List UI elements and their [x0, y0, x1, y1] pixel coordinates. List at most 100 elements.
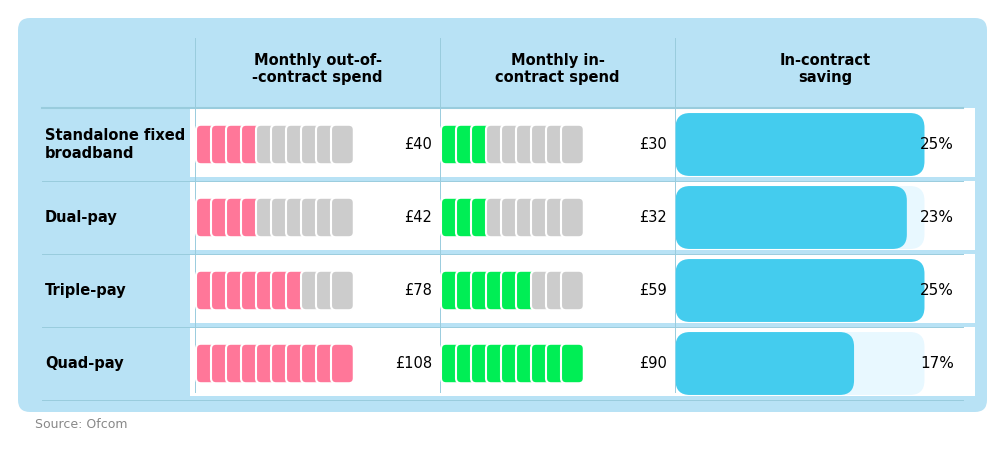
FancyBboxPatch shape [190, 181, 975, 250]
Text: 25%: 25% [920, 283, 954, 298]
Text: Monthly in-
contract spend: Monthly in- contract spend [495, 53, 620, 85]
FancyBboxPatch shape [271, 125, 294, 164]
FancyBboxPatch shape [441, 344, 464, 383]
FancyBboxPatch shape [441, 125, 464, 164]
FancyBboxPatch shape [531, 198, 554, 237]
FancyBboxPatch shape [271, 271, 294, 310]
FancyBboxPatch shape [501, 198, 524, 237]
Text: 23%: 23% [920, 210, 954, 225]
FancyBboxPatch shape [301, 344, 324, 383]
FancyBboxPatch shape [271, 344, 294, 383]
FancyBboxPatch shape [226, 271, 249, 310]
FancyBboxPatch shape [531, 344, 554, 383]
FancyBboxPatch shape [456, 198, 479, 237]
FancyBboxPatch shape [516, 344, 539, 383]
FancyBboxPatch shape [190, 327, 975, 396]
FancyBboxPatch shape [471, 271, 494, 310]
FancyBboxPatch shape [331, 344, 354, 383]
Text: £108: £108 [395, 356, 432, 371]
FancyBboxPatch shape [331, 198, 354, 237]
FancyBboxPatch shape [561, 344, 584, 383]
FancyBboxPatch shape [256, 271, 279, 310]
FancyBboxPatch shape [211, 125, 234, 164]
FancyBboxPatch shape [256, 125, 279, 164]
FancyBboxPatch shape [471, 198, 494, 237]
FancyBboxPatch shape [561, 271, 584, 310]
FancyBboxPatch shape [486, 271, 509, 310]
FancyBboxPatch shape [241, 271, 264, 310]
FancyBboxPatch shape [190, 254, 975, 323]
FancyBboxPatch shape [486, 198, 509, 237]
FancyBboxPatch shape [226, 125, 249, 164]
FancyBboxPatch shape [676, 259, 924, 322]
FancyBboxPatch shape [441, 198, 464, 237]
FancyBboxPatch shape [471, 344, 494, 383]
FancyBboxPatch shape [211, 344, 234, 383]
Text: £59: £59 [639, 283, 667, 298]
FancyBboxPatch shape [561, 198, 584, 237]
FancyBboxPatch shape [676, 332, 854, 395]
FancyBboxPatch shape [241, 125, 264, 164]
FancyBboxPatch shape [501, 271, 524, 310]
FancyBboxPatch shape [501, 344, 524, 383]
FancyBboxPatch shape [516, 271, 539, 310]
Text: Source: Ofcom: Source: Ofcom [35, 418, 128, 432]
FancyBboxPatch shape [331, 271, 354, 310]
FancyBboxPatch shape [676, 113, 924, 176]
Text: £30: £30 [639, 137, 667, 152]
Text: Triple-pay: Triple-pay [45, 283, 127, 298]
Text: Monthly out-of-
-contract spend: Monthly out-of- -contract spend [252, 53, 383, 85]
FancyBboxPatch shape [471, 125, 494, 164]
FancyBboxPatch shape [486, 125, 509, 164]
Text: £78: £78 [404, 283, 432, 298]
FancyBboxPatch shape [190, 108, 975, 177]
FancyBboxPatch shape [286, 125, 309, 164]
Text: £90: £90 [639, 356, 667, 371]
FancyBboxPatch shape [226, 344, 249, 383]
FancyBboxPatch shape [241, 344, 264, 383]
FancyBboxPatch shape [331, 125, 354, 164]
FancyBboxPatch shape [286, 271, 309, 310]
Text: £42: £42 [404, 210, 432, 225]
FancyBboxPatch shape [531, 125, 554, 164]
FancyBboxPatch shape [241, 198, 264, 237]
FancyBboxPatch shape [501, 125, 524, 164]
FancyBboxPatch shape [456, 271, 479, 310]
FancyBboxPatch shape [546, 125, 569, 164]
FancyBboxPatch shape [301, 125, 324, 164]
Text: £40: £40 [404, 137, 432, 152]
FancyBboxPatch shape [456, 344, 479, 383]
FancyBboxPatch shape [256, 198, 279, 237]
FancyBboxPatch shape [226, 198, 249, 237]
Text: Standalone fixed
broadband: Standalone fixed broadband [45, 128, 185, 161]
FancyBboxPatch shape [546, 198, 569, 237]
Text: Dual-pay: Dual-pay [45, 210, 118, 225]
FancyBboxPatch shape [676, 259, 924, 322]
FancyBboxPatch shape [316, 198, 339, 237]
Text: 25%: 25% [920, 137, 954, 152]
FancyBboxPatch shape [211, 198, 234, 237]
FancyBboxPatch shape [316, 125, 339, 164]
FancyBboxPatch shape [196, 271, 219, 310]
FancyBboxPatch shape [546, 344, 569, 383]
FancyBboxPatch shape [256, 344, 279, 383]
FancyBboxPatch shape [441, 271, 464, 310]
FancyBboxPatch shape [561, 125, 584, 164]
Text: Quad-pay: Quad-pay [45, 356, 124, 371]
FancyBboxPatch shape [676, 332, 924, 395]
Text: 17%: 17% [920, 356, 954, 371]
FancyBboxPatch shape [531, 271, 554, 310]
FancyBboxPatch shape [286, 344, 309, 383]
FancyBboxPatch shape [676, 186, 907, 249]
FancyBboxPatch shape [196, 125, 219, 164]
FancyBboxPatch shape [271, 198, 294, 237]
FancyBboxPatch shape [486, 344, 509, 383]
FancyBboxPatch shape [196, 198, 219, 237]
FancyBboxPatch shape [456, 125, 479, 164]
FancyBboxPatch shape [286, 198, 309, 237]
FancyBboxPatch shape [516, 125, 539, 164]
FancyBboxPatch shape [196, 344, 219, 383]
FancyBboxPatch shape [18, 18, 987, 412]
FancyBboxPatch shape [516, 198, 539, 237]
FancyBboxPatch shape [301, 271, 324, 310]
